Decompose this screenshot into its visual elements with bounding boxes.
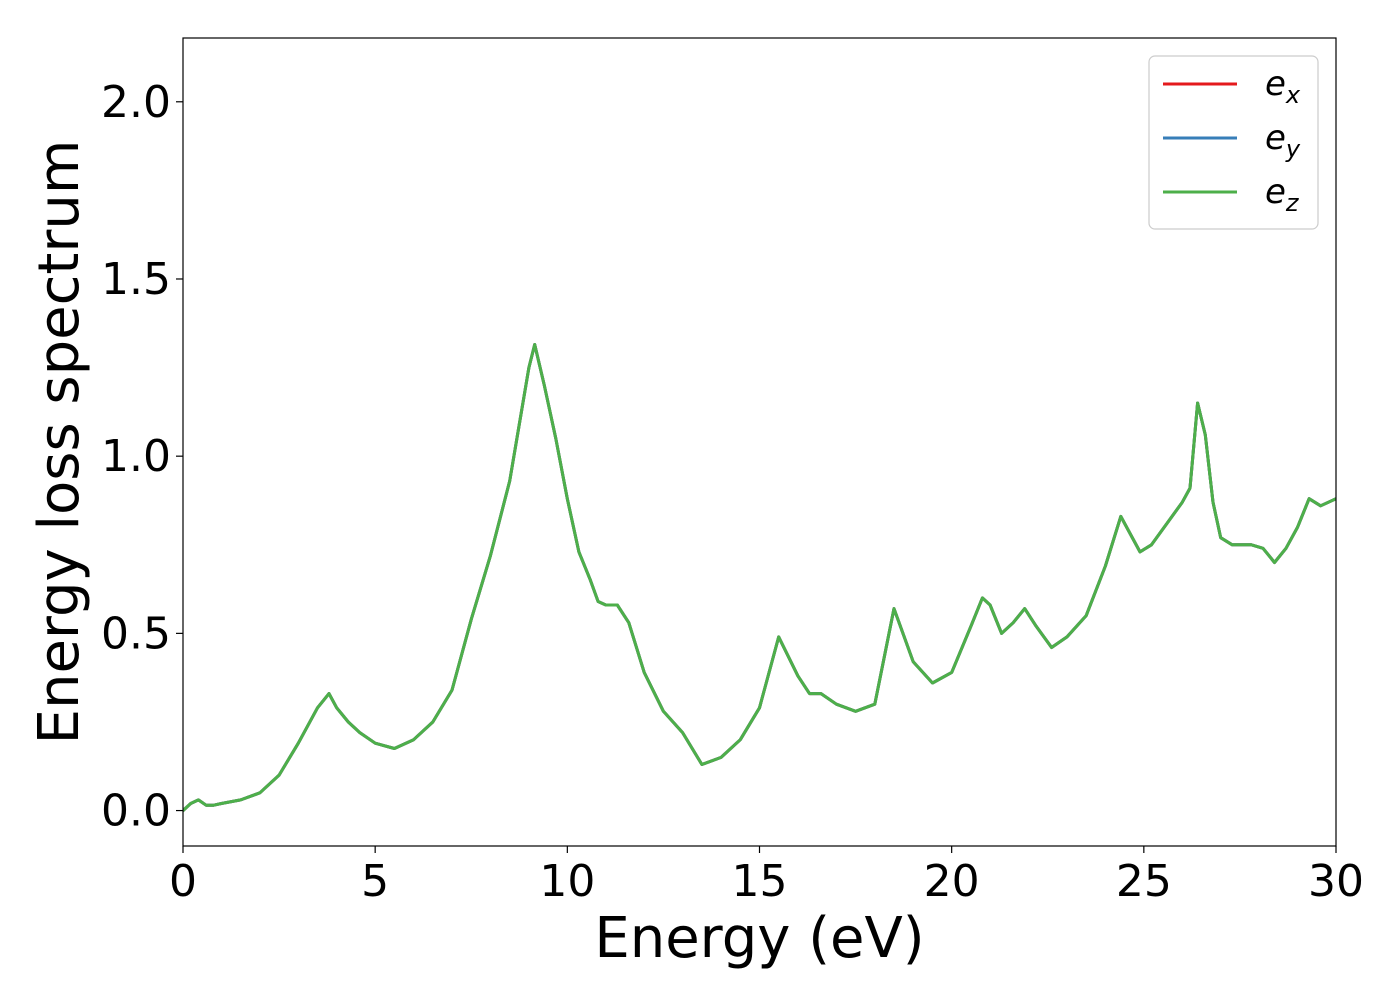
y-tick-label: 0.0: [101, 786, 171, 837]
x-tick-label: 20: [924, 856, 980, 907]
x-tick-label: 15: [732, 856, 788, 907]
y-tick-label: 0.5: [101, 608, 171, 659]
x-tick-label: 30: [1308, 856, 1364, 907]
y-tick-label: 2.0: [101, 77, 171, 128]
series-line-ex: [183, 343, 1336, 813]
y-axis-title: Energy loss spectrum: [27, 140, 92, 745]
legend: ex ey ez: [1148, 55, 1319, 230]
x-axis-ticks: 0 5 10 15 20 25 30: [169, 846, 1364, 907]
x-tick-label: 25: [1116, 856, 1172, 907]
legend-box: [1148, 55, 1319, 230]
y-axis-ticks: 0.0 0.5 1.0 1.5 2.0: [101, 77, 183, 837]
series-line-ey: [183, 343, 1336, 813]
x-axis-title: Energy (eV): [594, 906, 924, 971]
legend-label-ez: ez: [1265, 172, 1300, 217]
series-line-ez: [183, 343, 1336, 813]
x-tick-label: 5: [361, 856, 389, 907]
x-tick-label: 0: [169, 856, 197, 907]
series-layer: [183, 343, 1336, 813]
legend-label-ey: ey: [1265, 118, 1301, 163]
y-tick-label: 1.5: [101, 254, 171, 305]
y-tick-label: 1.0: [101, 431, 171, 482]
x-tick-label: 10: [539, 856, 595, 907]
legend-label-ex: ex: [1265, 64, 1301, 109]
